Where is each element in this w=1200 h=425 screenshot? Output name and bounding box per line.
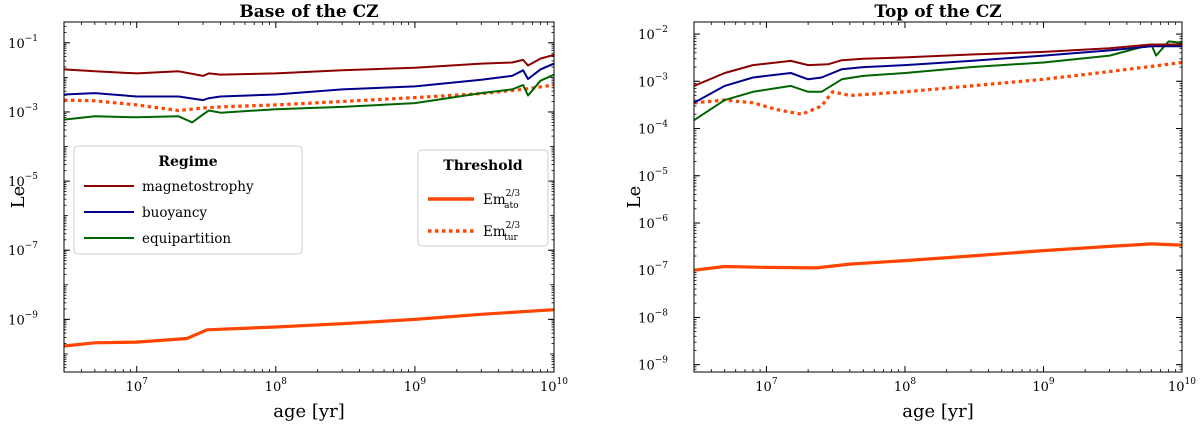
y-tick-label: 10−9 [8, 310, 38, 328]
x-tick-label: 1010 [540, 377, 568, 395]
legend-label-equipartition: equipartition [142, 231, 231, 247]
y-tick-label: 10−3 [638, 72, 668, 90]
series-layer [694, 40, 1182, 272]
tick-layer: 107 108 109 1010 10−9 10−8 10−7 10−6 10−5 10−4 10−… [638, 22, 1196, 395]
legend-label-buoyancy: buoyancy [142, 205, 207, 221]
series-line-magnetostrophy [64, 53, 554, 77]
legend-frame [417, 149, 549, 247]
series-line-equipartition [64, 73, 554, 124]
legend-label-magnetostrophy: magnetostrophy [142, 179, 254, 195]
plot-frame [693, 21, 1183, 373]
y-tick-label: 10−5 [8, 172, 38, 190]
y-tick-label: 10−2 [638, 25, 668, 43]
chart-base-of-cz: Base of the CZ 107 108 109 1010 10−9 10−7 10−5… [8, 2, 568, 422]
chart-title: Base of the CZ [239, 2, 378, 22]
x-tick-label: 108 [265, 377, 288, 395]
x-tick-label: 108 [894, 377, 917, 395]
y-tick-label: 10−7 [638, 261, 668, 279]
x-tick-label: 109 [404, 377, 427, 395]
y-tick-label: 10−6 [638, 214, 668, 232]
series-line-buoyancy [64, 62, 554, 102]
legend-label-em-tur: Em2/3 tur [483, 221, 520, 243]
y-tick-label: 10−5 [638, 167, 668, 185]
y-tick-label: 10−9 [638, 356, 668, 374]
x-tick-label: 107 [126, 377, 149, 395]
series-line-buoyancy [694, 45, 1182, 104]
legend-threshold: Threshold Em2/3 ato Em2/3 tur [417, 149, 549, 247]
x-tick-label: 107 [755, 377, 778, 395]
x-axis-label: age [yr] [902, 401, 973, 422]
legend-label-em-ato: Em2/3 ato [483, 189, 520, 211]
series-line-magnetostrophy [694, 43, 1182, 87]
y-tick-label: 10−8 [638, 308, 668, 326]
legend-title: Threshold [443, 158, 523, 174]
series-line-em-tur-2-3 [64, 83, 554, 113]
y-tick-label: 10−4 [638, 120, 668, 138]
series-line-em-tur-2-3 [694, 60, 1182, 116]
series-line-equipartition [694, 40, 1182, 122]
series-layer [64, 53, 554, 348]
legend-frame [73, 145, 303, 255]
y-tick-label: 10−1 [8, 34, 38, 52]
series-line-em-ato-2-3 [694, 242, 1182, 272]
series-line-em-ato-2-3 [64, 308, 554, 348]
chart-top-of-cz: Top of the CZ 107 108 109 101010−910−810−71… [624, 2, 1196, 422]
y-axis-label: Le [624, 186, 645, 209]
x-tick-label: 109 [1032, 377, 1055, 395]
y-tick-label: 10−3 [8, 103, 38, 121]
legend-title: Regime [158, 154, 217, 170]
y-tick-label: 10−7 [8, 241, 38, 259]
x-tick-label: 1010 [1168, 377, 1196, 395]
chart-title: Top of the CZ [874, 2, 1001, 22]
x-axis-label: age [yr] [273, 401, 344, 422]
legend-regime: Regime magnetostrophy buoyancy equiparti… [73, 145, 303, 255]
plot-frame [63, 21, 555, 373]
y-axis-label: Le [8, 186, 29, 209]
